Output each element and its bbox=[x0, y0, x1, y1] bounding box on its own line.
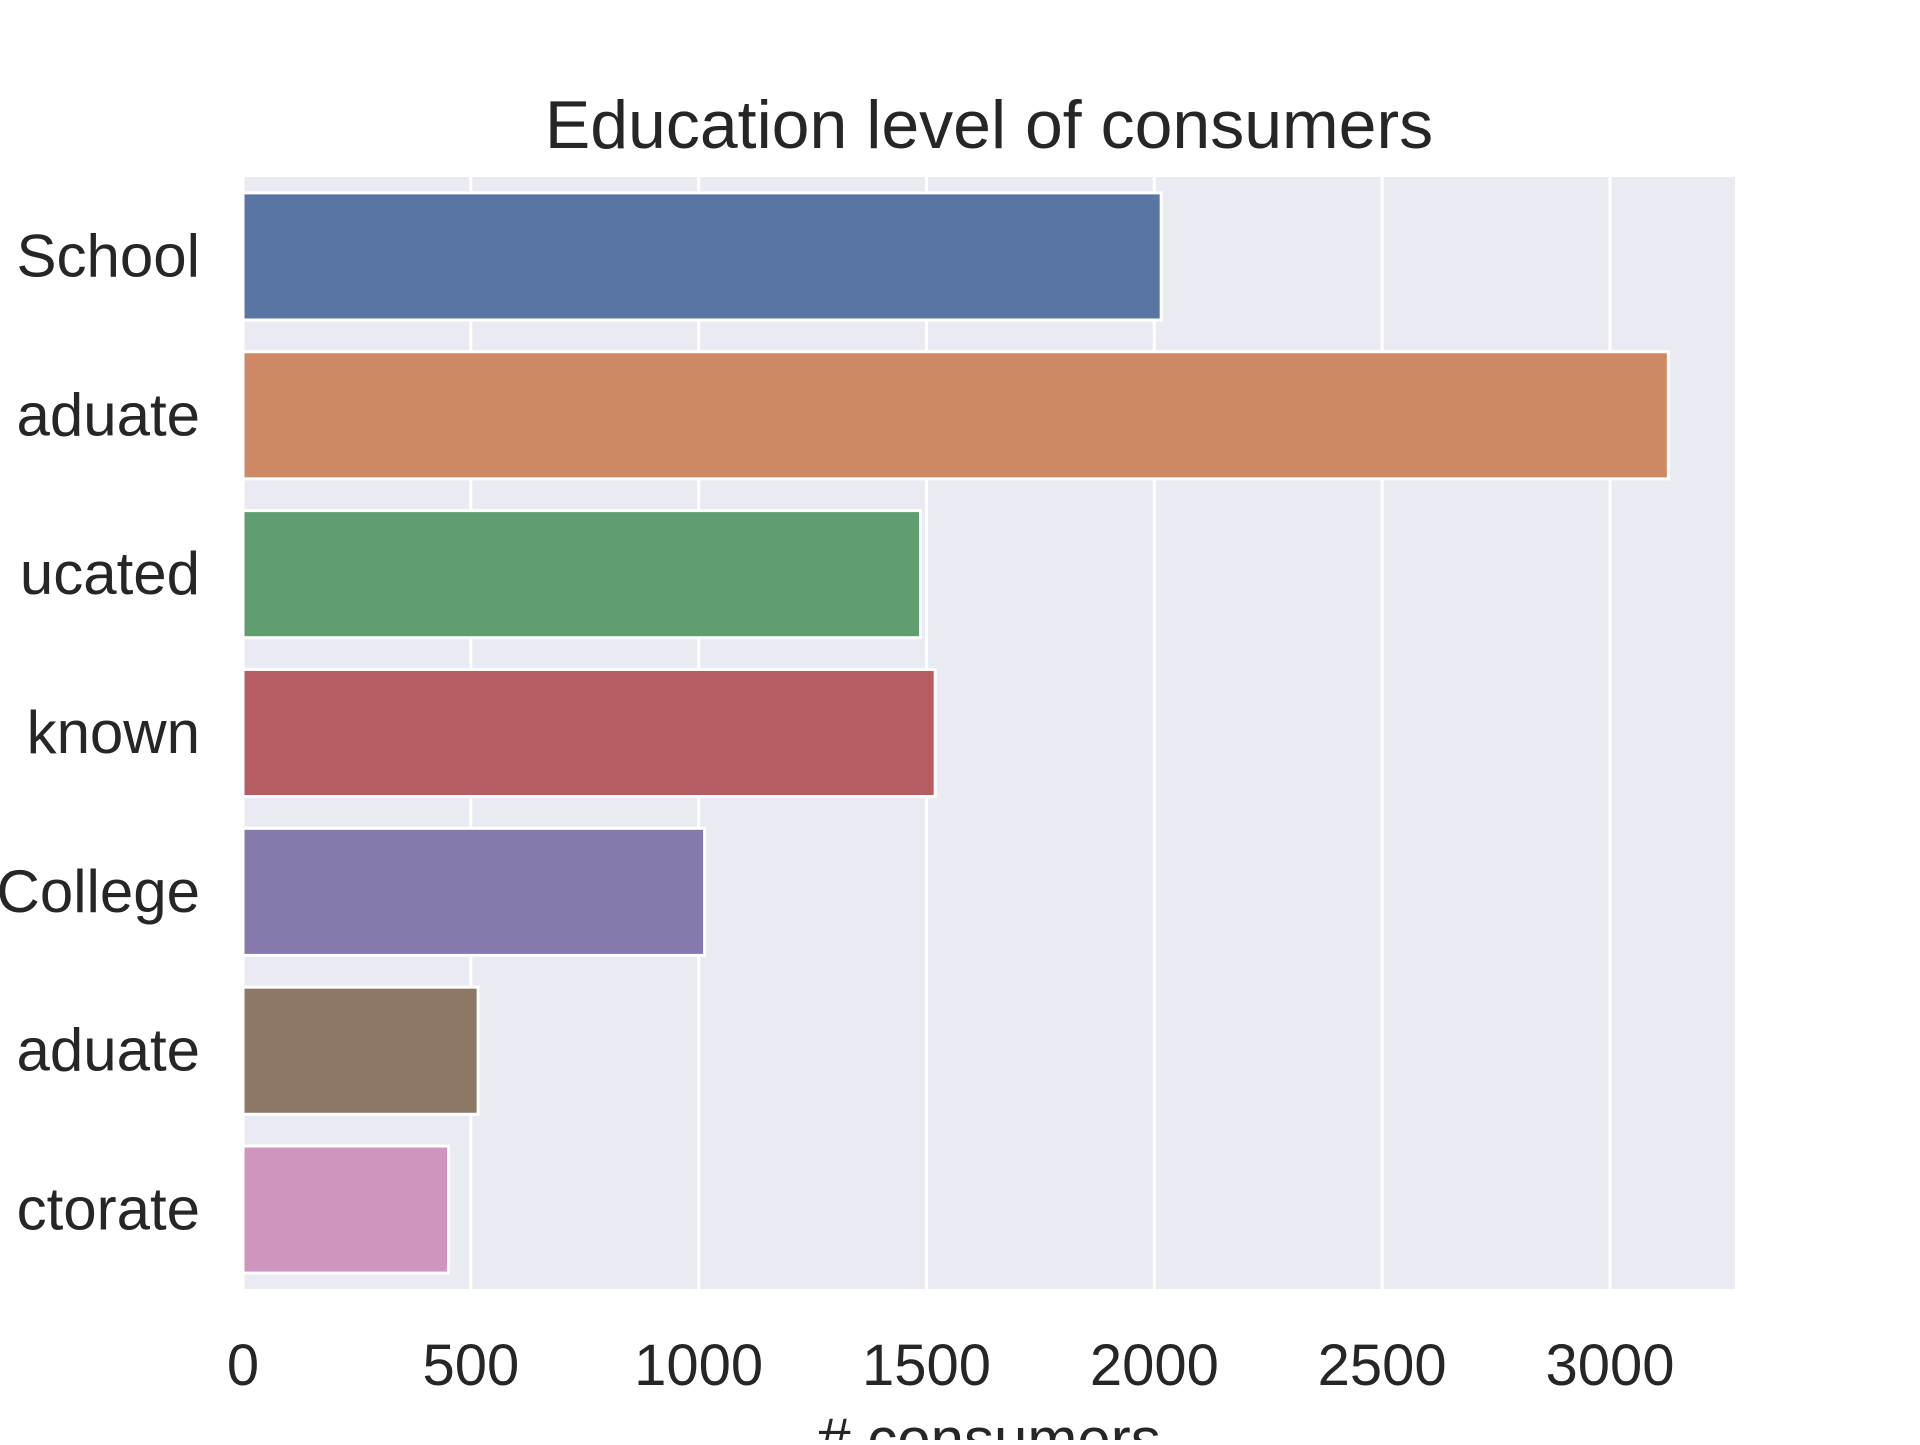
bar bbox=[241, 826, 707, 957]
x-tick-label: 1500 bbox=[862, 1333, 991, 1398]
bars bbox=[241, 191, 1670, 1275]
bar bbox=[241, 985, 480, 1116]
x-axis-label: # consumers bbox=[817, 1406, 1160, 1440]
bar bbox=[241, 509, 923, 640]
y-tick-label: aduate bbox=[16, 381, 200, 448]
bar bbox=[241, 191, 1163, 322]
y-tick-labels: School aduate ucated known College aduate ctor… bbox=[0, 222, 200, 1242]
y-tick-label: aduate bbox=[16, 1017, 200, 1084]
y-tick-label: ctorate bbox=[17, 1176, 200, 1243]
x-tick-label: 500 bbox=[422, 1333, 519, 1398]
bar bbox=[241, 1144, 451, 1275]
y-tick-label: ucated bbox=[20, 540, 200, 607]
y-tick-label: College bbox=[0, 858, 200, 925]
y-tick-label: School bbox=[17, 222, 200, 289]
bar bbox=[241, 350, 1670, 481]
bar bbox=[241, 667, 937, 799]
x-tick-label: 1000 bbox=[634, 1333, 763, 1398]
y-tick-label: known bbox=[27, 699, 200, 766]
x-tick-label: 2000 bbox=[1090, 1333, 1219, 1398]
x-tick-label: 3000 bbox=[1545, 1333, 1674, 1398]
x-tick-label: 2500 bbox=[1318, 1333, 1447, 1398]
chart-title: Education level of consumers bbox=[545, 87, 1433, 163]
x-tick-labels: 0 500 1000 1500 2000 2500 3000 bbox=[227, 1333, 1675, 1398]
x-tick-label: 0 bbox=[227, 1333, 259, 1398]
